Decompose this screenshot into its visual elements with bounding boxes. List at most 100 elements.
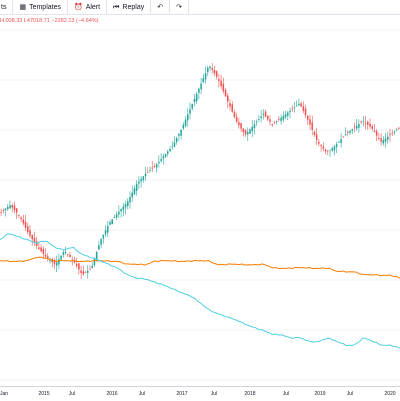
candle (222, 83, 225, 92)
candle (84, 271, 87, 273)
candle (224, 89, 227, 97)
moving-average-fast-line (0, 233, 400, 349)
candle (138, 181, 140, 184)
candle (200, 83, 202, 90)
candle (118, 211, 120, 215)
candle (122, 206, 125, 210)
candle (302, 106, 305, 112)
toolbar-item-label: Alert (85, 3, 101, 11)
candle (275, 121, 278, 122)
candle (124, 203, 127, 208)
templates-button[interactable]: ▦ Templates (13, 0, 68, 14)
candle (198, 88, 200, 93)
candle (24, 221, 27, 228)
time-axis[interactable]: Jan 2015 Jul 2016 Jul 2017 Jul 2018 Jul 2019 Jul 20… (0, 386, 400, 401)
candle (258, 119, 260, 120)
candle (391, 132, 393, 134)
candle (187, 114, 189, 121)
price-chart-canvas[interactable] (0, 0, 400, 386)
time-axis-tick: Jul (68, 391, 76, 397)
candle (260, 116, 262, 119)
undo-button[interactable]: ↶ (151, 0, 171, 14)
candle (384, 138, 387, 142)
candle (2, 209, 5, 211)
candle (151, 167, 153, 169)
candle (102, 234, 105, 239)
time-axis-tick: 2016 (106, 391, 118, 397)
candle (93, 258, 96, 266)
candle (220, 80, 222, 87)
candle (184, 119, 187, 126)
candle (75, 264, 78, 267)
candle (329, 149, 331, 151)
candle (207, 67, 209, 73)
candle (15, 208, 18, 213)
candle (11, 205, 13, 208)
candle (382, 140, 385, 144)
candle (267, 115, 269, 120)
candle (318, 141, 320, 144)
candle (307, 115, 309, 120)
toolbar-item-label: Templates (29, 3, 61, 11)
candle (227, 95, 229, 102)
candle (49, 260, 51, 262)
candle (282, 115, 285, 120)
candle (309, 119, 311, 125)
candle (371, 126, 373, 129)
candle (22, 219, 25, 224)
candle (360, 121, 362, 123)
candle (27, 226, 29, 233)
redo-button[interactable]: ↷ (170, 0, 189, 14)
candle (95, 252, 98, 261)
candle (42, 249, 45, 255)
candle (264, 111, 267, 117)
templates-icon: ▦ (19, 3, 27, 11)
candle (251, 126, 253, 132)
candle (213, 70, 216, 74)
candle (273, 122, 276, 123)
candle (284, 114, 287, 118)
candle (173, 142, 176, 147)
candle (335, 144, 338, 148)
candle (55, 262, 58, 266)
candle (38, 247, 40, 249)
candle (247, 132, 249, 135)
candle (158, 161, 160, 164)
candle (4, 208, 7, 211)
time-axis-tick: Jul (138, 391, 146, 397)
candle (191, 104, 193, 109)
candle (249, 129, 251, 134)
candle (140, 178, 142, 182)
candle (111, 219, 113, 225)
candle (211, 68, 213, 70)
candle (380, 138, 382, 142)
time-axis-tick: Jan (0, 391, 9, 397)
candle (78, 263, 80, 270)
candle (147, 171, 149, 173)
candle (149, 170, 151, 172)
alert-button[interactable]: ⏰ Alert (68, 0, 108, 14)
replay-button[interactable]: ⏮ Replay (107, 0, 152, 14)
indicators-button[interactable]: ts (0, 0, 14, 14)
candle (215, 71, 218, 77)
candle (238, 122, 240, 126)
time-axis-tick: 2019 (314, 391, 326, 397)
candle (80, 270, 82, 273)
candle (29, 230, 31, 236)
time-axis-tick: Jul (210, 391, 218, 397)
candle (58, 259, 60, 265)
candle (182, 124, 185, 129)
candle (209, 66, 211, 69)
candle (89, 269, 91, 270)
candle (218, 79, 220, 81)
candle (358, 123, 360, 128)
candle (129, 197, 131, 203)
candle (18, 215, 20, 216)
candle (295, 105, 298, 107)
candle (287, 112, 289, 116)
candle (104, 230, 107, 235)
candle (178, 133, 180, 136)
redo-icon: ↷ (176, 3, 182, 11)
candle (338, 141, 340, 143)
toolbar-item-label: ts (1, 3, 7, 11)
